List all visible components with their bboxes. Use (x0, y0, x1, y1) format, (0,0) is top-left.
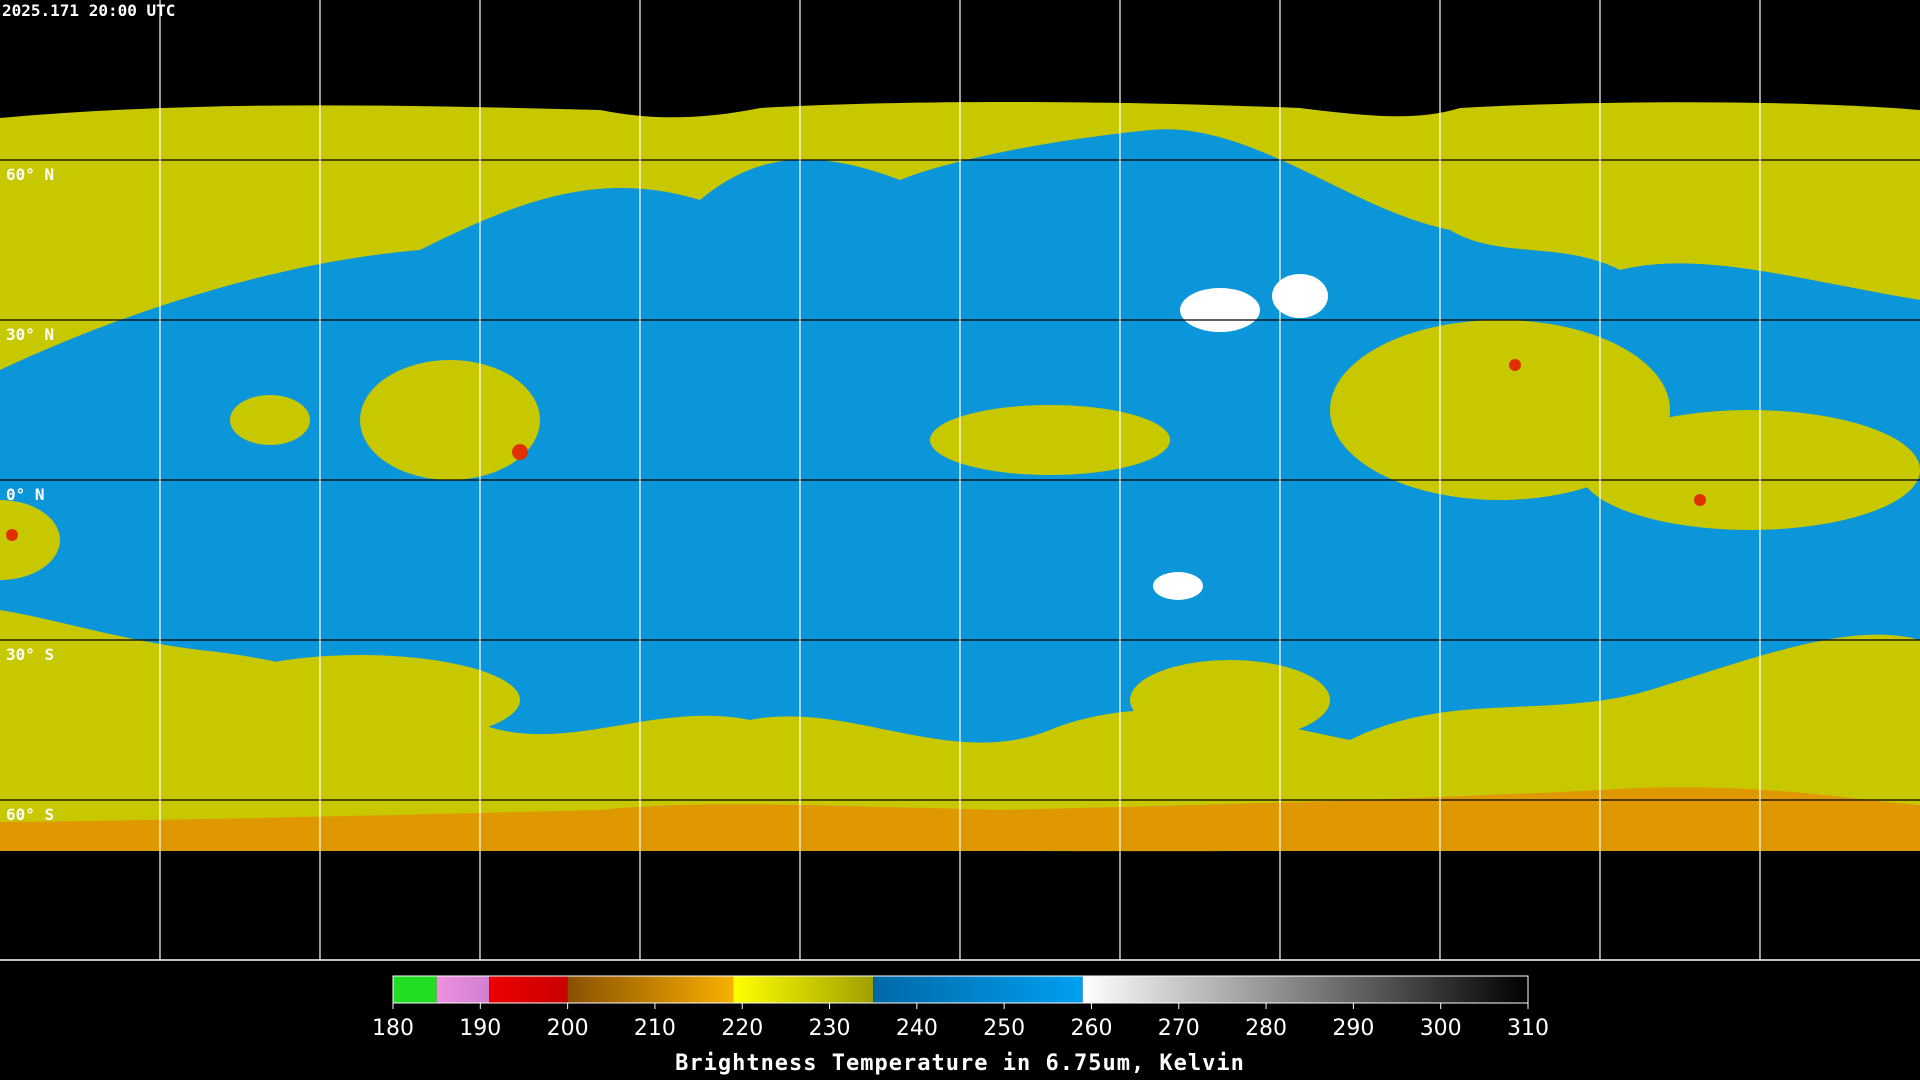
colorbar-segment (489, 976, 568, 1003)
latitude-label: 30° S (6, 645, 54, 664)
colorbar-tick-label: 200 (547, 1016, 589, 1041)
timestamp: 2025.171 20:00 UTC (2, 1, 175, 20)
latitude-label: 60° S (6, 805, 54, 824)
latitude-label: 30° N (6, 325, 54, 344)
latitude-label: 60° N (6, 165, 54, 184)
latitude-label: 0° N (6, 485, 45, 504)
warm-spots (1153, 274, 1328, 600)
map (0, 0, 1920, 961)
colorbar-tick-label: 280 (1245, 1016, 1287, 1041)
colorbar-tick-label: 310 (1507, 1016, 1549, 1041)
colorbar-tick-label: 300 (1420, 1016, 1462, 1041)
deep-convection (6, 359, 1706, 541)
colorbar-tick-label: 180 (372, 1016, 414, 1041)
colorbar-tick-label: 240 (896, 1016, 938, 1041)
colorbar-segment (436, 976, 490, 1003)
colorbar-tick-label: 260 (1070, 1016, 1112, 1041)
colorbar-tick-label: 270 (1158, 1016, 1200, 1041)
colorbar-segment (1082, 976, 1528, 1003)
colorbar-tick-label: 210 (634, 1016, 676, 1041)
colorbar-title: Brightness Temperature in 6.75um, Kelvin (675, 1051, 1245, 1076)
colorbar: 180 190 200 210 220 230 240 250 260 270 280 290 300 3… (372, 975, 1549, 1041)
colorbar-segment (733, 976, 874, 1003)
colorbar-tick-label: 250 (983, 1016, 1025, 1041)
colorbar-tick-label: 230 (809, 1016, 851, 1041)
colorbar-tick-label: 220 (721, 1016, 763, 1041)
colorbar-segment (873, 976, 1083, 1003)
colorbar-frame (392, 975, 1529, 1004)
colorbar-segment (567, 976, 734, 1003)
colorbar-tick-label: 290 (1332, 1016, 1374, 1041)
longitude-lines (159, 0, 1761, 960)
colorbar-tick-label: 190 (459, 1016, 501, 1041)
convection (0, 320, 1920, 745)
colorbar-segment (393, 976, 437, 1003)
latitude-labels: 60° N 30° N 0° N 30° S 60° S (6, 165, 54, 824)
